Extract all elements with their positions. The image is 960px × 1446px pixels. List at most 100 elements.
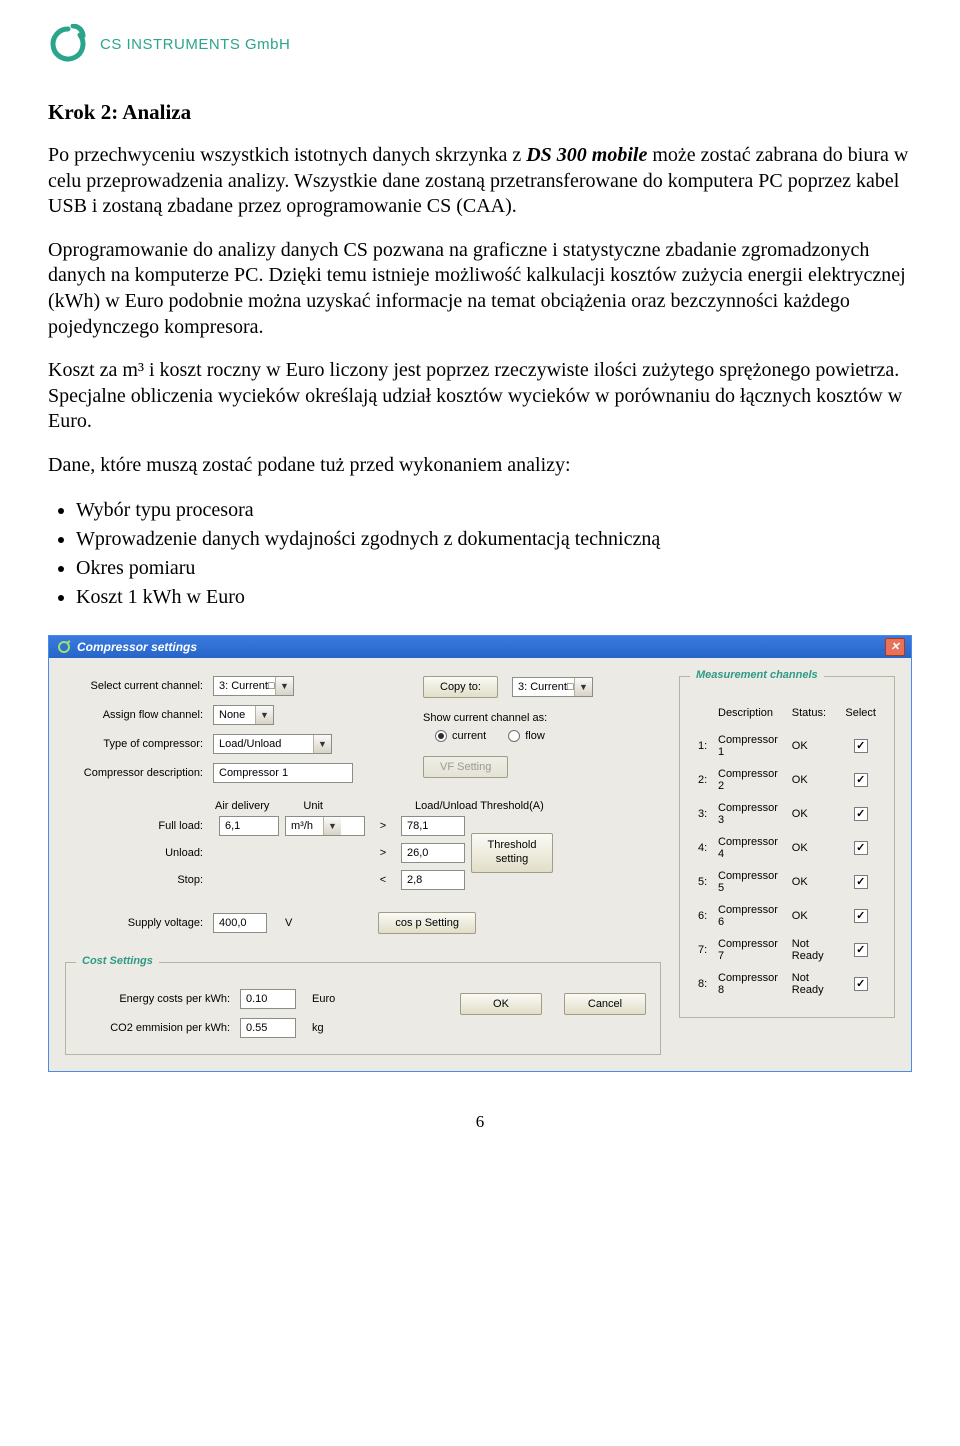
label-co2: CO2 emmision per kWh:: [80, 1022, 240, 1034]
row-desc: Compressor 8: [714, 967, 788, 1001]
row-desc: Compressor 1: [714, 729, 788, 763]
radio-icon: [435, 730, 447, 742]
table-row: 4:Compressor 4OK: [694, 831, 880, 865]
energy-cost-input[interactable]: 0.10: [240, 989, 296, 1009]
copy-to-dropdown[interactable]: 3: Current□ ▼: [512, 677, 593, 697]
copy-to-button[interactable]: Copy to:: [423, 676, 498, 698]
col-select: Select: [841, 703, 880, 729]
row-checkbox[interactable]: [854, 739, 868, 753]
paragraph-1: Po przechwyceniu wszystkich istotnych da…: [48, 143, 912, 220]
close-button[interactable]: ✕: [885, 638, 905, 656]
row-desc: Compressor 5: [714, 865, 788, 899]
chevron-down-icon: ▼: [323, 817, 341, 835]
radio-flow[interactable]: flow: [508, 730, 545, 742]
row-status: OK: [788, 763, 842, 797]
select-current-channel-dropdown[interactable]: 3: Current□ ▼: [213, 676, 294, 696]
row-desc: Compressor 7: [714, 933, 788, 967]
dialog-title: Compressor settings: [77, 640, 197, 654]
row-checkbox[interactable]: [854, 773, 868, 787]
label-type-compressor: Type of compressor:: [65, 738, 213, 750]
table-row: 3:Compressor 3OK: [694, 797, 880, 831]
threshold-stop-input[interactable]: 2,8: [401, 870, 465, 890]
compressor-type-dropdown[interactable]: Load/Unload ▼: [213, 734, 332, 754]
ok-button[interactable]: OK: [460, 993, 542, 1015]
bullet-list: Wybór typu procesoraWprowadzenie danych …: [76, 497, 912, 611]
threshold-unload-input[interactable]: 26,0: [401, 843, 465, 863]
row-status: OK: [788, 797, 842, 831]
close-icon: ✕: [890, 640, 899, 653]
paragraph-2: Oprogramowanie do analizy danych CS pozw…: [48, 238, 912, 340]
threshold-setting-button[interactable]: Threshold setting: [471, 833, 553, 873]
voltage-unit: V: [285, 917, 292, 929]
row-checkbox[interactable]: [854, 807, 868, 821]
cost-settings-legend: Cost Settings: [76, 955, 159, 967]
row-status: OK: [788, 865, 842, 899]
cosp-setting-button[interactable]: cos p Setting: [378, 912, 476, 934]
row-index: 5:: [694, 865, 714, 899]
dialog-icon: [57, 640, 71, 654]
compressor-desc-input[interactable]: Compressor 1: [213, 763, 353, 783]
threshold-full-input[interactable]: 78,1: [401, 816, 465, 836]
list-item: Okres pomiaru: [76, 555, 912, 582]
lt-symbol: <: [371, 874, 395, 886]
co2-value: 0.55: [246, 1022, 267, 1034]
brand-text: CS INSTRUMENTS GmbH: [100, 36, 290, 53]
label-energy-cost: Energy costs per kWh:: [80, 993, 240, 1005]
radio-icon: [508, 730, 520, 742]
copy-to-value: 3: Current□: [518, 681, 574, 693]
cancel-button[interactable]: Cancel: [564, 993, 646, 1015]
label-select-channel: Select current channel:: [65, 680, 213, 692]
row-index: 2:: [694, 763, 714, 797]
select-current-channel-value: 3: Current□: [219, 680, 275, 692]
chevron-down-icon: ▼: [275, 677, 293, 695]
meas-legend: Measurement channels: [690, 669, 824, 681]
supply-voltage-input[interactable]: 400,0: [213, 913, 267, 933]
vf-setting-button: VF Setting: [423, 756, 508, 778]
p1-em: DS 300 mobile: [526, 144, 647, 166]
header-threshold: Load/Unload Threshold(A): [415, 800, 544, 812]
row-checkbox[interactable]: [854, 943, 868, 957]
compressor-settings-dialog: Compressor settings ✕ Select current cha…: [48, 635, 912, 1072]
row-status: OK: [788, 899, 842, 933]
radio-flow-label: flow: [525, 730, 545, 742]
full-load-input[interactable]: 6,1: [219, 816, 279, 836]
measurement-channels-group: Measurement channels Description Status:…: [679, 676, 895, 1018]
table-row: 8:Compressor 8Not Ready: [694, 967, 880, 1001]
label-supply-voltage: Supply voltage:: [65, 917, 213, 929]
co2-input[interactable]: 0.55: [240, 1018, 296, 1038]
header-unit: Unit: [303, 800, 323, 812]
row-checkbox[interactable]: [854, 909, 868, 923]
row-index: 3:: [694, 797, 714, 831]
threshold-btn-label: Threshold setting: [472, 839, 552, 865]
p1-a: Po przechwyceniu wszystkich istotnych da…: [48, 144, 526, 166]
table-row: 2:Compressor 2OK: [694, 763, 880, 797]
row-index: 4:: [694, 831, 714, 865]
row-index: 8:: [694, 967, 714, 1001]
table-row: 7:Compressor 7Not Ready: [694, 933, 880, 967]
compressor-desc-value: Compressor 1: [219, 767, 288, 779]
dialog-titlebar[interactable]: Compressor settings ✕: [49, 636, 911, 658]
row-checkbox[interactable]: [854, 841, 868, 855]
ok-label: OK: [493, 998, 509, 1010]
row-index: 1:: [694, 729, 714, 763]
assign-flow-dropdown[interactable]: None ▼: [213, 705, 274, 725]
label-full-load: Full load:: [65, 820, 213, 832]
row-status: OK: [788, 729, 842, 763]
page-number: 6: [48, 1112, 912, 1132]
full-load-value: 6,1: [225, 820, 240, 832]
unit-dropdown[interactable]: m³/h ▼: [285, 816, 365, 836]
header-air-delivery: Air delivery: [215, 800, 269, 812]
radio-current-label: current: [452, 730, 486, 742]
copy-to-label: Copy to:: [440, 681, 481, 693]
step-title: Krok 2: Analiza: [48, 100, 912, 125]
row-checkbox[interactable]: [854, 977, 868, 991]
paragraph-3: Koszt za m³ i koszt roczny w Euro liczon…: [48, 358, 912, 435]
radio-current[interactable]: current: [435, 730, 486, 742]
row-desc: Compressor 6: [714, 899, 788, 933]
paragraph-4: Dane, które muszą zostać podane tuż prze…: [48, 453, 912, 479]
row-checkbox[interactable]: [854, 875, 868, 889]
table-row: 6:Compressor 6OK: [694, 899, 880, 933]
measurement-table: Description Status: Select 1:Compressor …: [694, 703, 880, 1001]
energy-cost-value: 0.10: [246, 993, 267, 1005]
label-unload: Unload:: [65, 847, 213, 859]
